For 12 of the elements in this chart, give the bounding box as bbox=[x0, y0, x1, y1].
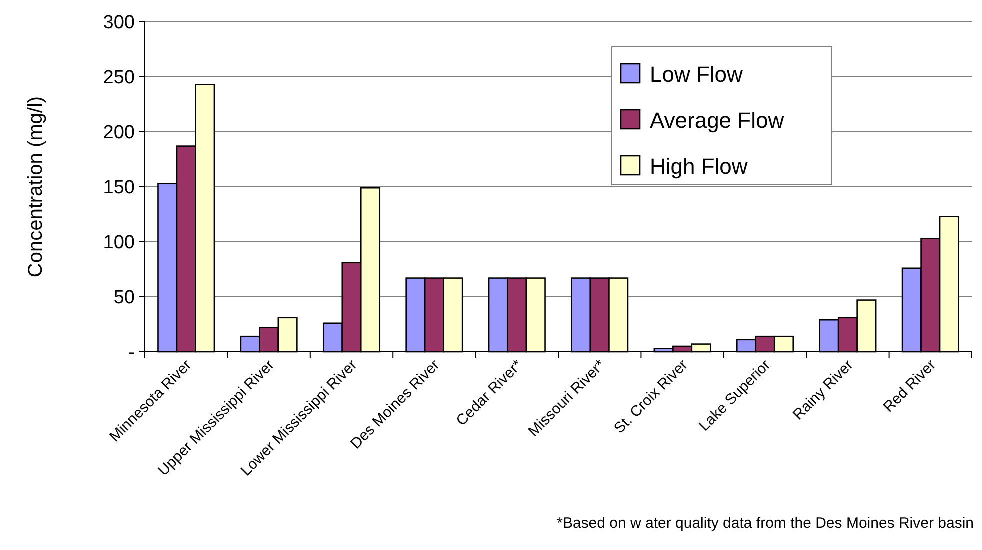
y-tick-label: 100 bbox=[103, 232, 135, 254]
y-tick-label: 250 bbox=[103, 68, 135, 89]
y-tick-label: - bbox=[128, 342, 135, 364]
legend-label: Average Flow bbox=[650, 108, 784, 133]
y-tick-label: 200 bbox=[103, 122, 135, 144]
legend-label: Low Flow bbox=[650, 62, 744, 87]
text: *Based on w ater quality data from the Des Moines River basin bbox=[557, 515, 974, 532]
y-tick-label: 300 bbox=[103, 12, 135, 34]
y-tick-label: 50 bbox=[114, 288, 135, 309]
legend-label: High Flow bbox=[650, 154, 748, 179]
y-axis-title: Concentration (mg/l) bbox=[25, 96, 47, 278]
y-tick-label: 150 bbox=[103, 178, 135, 199]
